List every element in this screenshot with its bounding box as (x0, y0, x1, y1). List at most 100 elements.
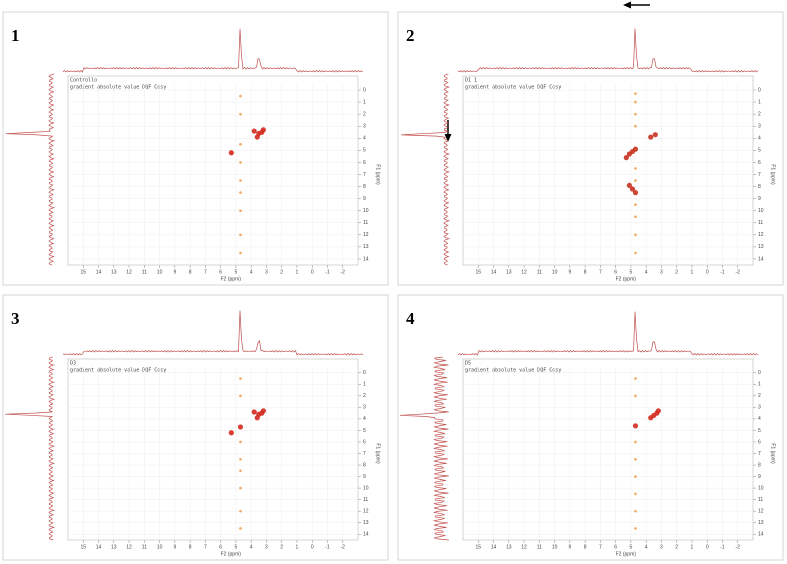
peak (239, 191, 242, 194)
peak (239, 251, 242, 255)
y-tick-label: 9 (363, 196, 366, 202)
y-tick-label: 10 (363, 485, 369, 491)
peak (634, 509, 637, 513)
title: Controllo (70, 78, 97, 84)
y-tick-label: 5 (758, 428, 761, 434)
x-tick-label: 2 (675, 544, 678, 550)
peak (634, 475, 637, 478)
y-tick-label: 11 (758, 497, 763, 503)
y-tick-label: 4 (363, 136, 366, 142)
y-tick-label: 11 (758, 220, 763, 226)
x-tick-label: 12 (521, 544, 527, 550)
peak (648, 134, 654, 140)
peak (251, 128, 257, 134)
x-tick-label: 13 (111, 269, 117, 275)
x-tick-label: 15 (80, 544, 86, 550)
y-tick-label: 0 (363, 370, 366, 376)
projection-f2 (62, 310, 364, 356)
peak (260, 408, 266, 414)
peak (239, 377, 242, 380)
panel-label: 3 (11, 309, 20, 328)
peak (634, 377, 637, 380)
peak (228, 150, 234, 156)
peak (239, 161, 242, 164)
y-tick-label: 13 (363, 244, 369, 250)
plot-frame (67, 75, 359, 266)
peak (632, 146, 639, 152)
y-axis-label: F1 (ppm) (770, 443, 776, 464)
y-tick-label: 3 (758, 405, 761, 411)
y-tick-label: 12 (758, 232, 764, 238)
projection-f1 (4, 356, 56, 541)
y-tick-label: 12 (363, 508, 369, 514)
x-tick-label: 9 (173, 269, 176, 275)
y-tick-label: 13 (363, 520, 369, 526)
plot-frame (67, 358, 359, 541)
x-tick-label: 3 (265, 269, 268, 275)
peak (239, 112, 242, 116)
y-tick-label: 9 (363, 474, 366, 480)
x-tick-label: 1 (691, 269, 694, 275)
peak (655, 408, 661, 414)
panel-label: 1 (11, 26, 20, 45)
y-tick-label: 11 (363, 497, 368, 503)
y-tick-label: 2 (758, 111, 761, 117)
peak (634, 100, 637, 104)
x-tick-label: 10 (157, 269, 163, 275)
y-tick-label: 0 (758, 370, 761, 376)
y-axis-label: F1 (ppm) (375, 164, 381, 185)
x-tick-label: 7 (204, 544, 207, 550)
peak (239, 509, 242, 513)
subtitle: gradient absolute value DQF Cosy (465, 368, 561, 374)
x-tick-label: 14 (96, 544, 102, 550)
x-tick-label: -2 (341, 269, 346, 275)
x-tick-label: 1 (296, 269, 299, 275)
y-tick-label: 6 (758, 439, 761, 445)
x-tick-label: 7 (599, 269, 602, 275)
y-tick-label: 0 (363, 87, 366, 93)
x-tick-label: 9 (173, 544, 176, 550)
x-tick-label: 0 (311, 544, 314, 550)
x-tick-label: -2 (341, 544, 346, 550)
y-tick-label: 8 (363, 462, 366, 468)
peak (634, 440, 637, 444)
x-tick-label: 8 (189, 269, 192, 275)
y-tick-label: 14 (758, 532, 764, 538)
peak (634, 492, 637, 496)
x-tick-label: 10 (552, 544, 558, 550)
x-tick-label: -1 (720, 269, 725, 275)
peak (239, 179, 242, 182)
x-axis-label: F2 (ppm) (616, 551, 637, 557)
y-tick-label: 7 (363, 172, 366, 178)
y-tick-label: 10 (758, 485, 764, 491)
x-tick-label: 8 (584, 544, 587, 550)
x-tick-label: 14 (491, 544, 497, 550)
y-tick-label: 6 (363, 160, 366, 166)
peak (260, 127, 266, 133)
x-tick-label: 0 (311, 269, 314, 275)
x-tick-label: 13 (506, 544, 512, 550)
x-tick-label: 7 (599, 544, 602, 550)
peak (634, 124, 637, 128)
y-tick-label: 8 (758, 462, 761, 468)
y-tick-label: 3 (363, 405, 366, 411)
y-tick-label: 1 (758, 382, 761, 388)
subtitle: gradient absolute value DQF Cosy (70, 85, 166, 91)
peak (634, 179, 637, 182)
x-tick-label: 6 (614, 544, 617, 550)
y-tick-label: 1 (758, 99, 761, 105)
peak (632, 423, 639, 429)
panel-border (397, 11, 784, 286)
peak (626, 182, 632, 188)
x-tick-label: 15 (80, 269, 86, 275)
y-tick-label: 9 (758, 196, 761, 202)
x-tick-label: 6 (614, 269, 617, 275)
y-tick-label: 2 (363, 393, 366, 399)
peak (254, 415, 260, 421)
x-tick-label: 5 (235, 544, 238, 550)
peak (239, 440, 242, 444)
x-tick-label: -2 (736, 544, 741, 550)
y-tick-label: 3 (363, 124, 366, 130)
